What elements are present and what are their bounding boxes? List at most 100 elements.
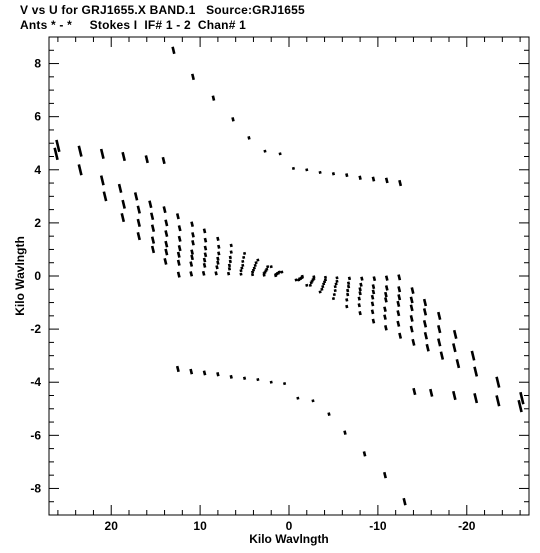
data-point bbox=[190, 249, 194, 255]
data-point bbox=[227, 267, 232, 271]
y-tick-label: -4 bbox=[30, 375, 41, 389]
data-point bbox=[202, 262, 207, 268]
data-point-conjugate bbox=[398, 332, 403, 339]
data-point-conjugate bbox=[517, 399, 523, 413]
data-point-conjugate bbox=[175, 365, 180, 373]
data-point bbox=[189, 261, 194, 267]
data-point bbox=[162, 206, 167, 214]
data-point bbox=[136, 218, 141, 228]
data-point bbox=[150, 224, 156, 232]
data-point bbox=[202, 228, 207, 234]
data-point-conjugate bbox=[229, 374, 233, 379]
data-point-conjugate bbox=[332, 293, 336, 297]
data-point-conjugate bbox=[333, 289, 337, 293]
data-point-conjugate bbox=[423, 331, 428, 340]
data-point bbox=[228, 259, 232, 264]
plot-header-line-1: V vs U for GRJ1655.X BAND.1 Source:GRJ16… bbox=[20, 3, 305, 17]
data-point-conjugate bbox=[473, 393, 479, 404]
data-point-conjugate bbox=[312, 275, 316, 279]
data-point bbox=[121, 199, 126, 209]
data-point-conjugate bbox=[305, 283, 309, 287]
data-point bbox=[177, 245, 182, 252]
data-point-conjugate bbox=[409, 325, 414, 333]
data-point bbox=[189, 271, 194, 277]
data-point-conjugate bbox=[347, 276, 352, 281]
data-point-conjugate bbox=[372, 276, 377, 282]
data-point-conjugate bbox=[294, 278, 298, 282]
data-point bbox=[190, 221, 194, 228]
data-point bbox=[241, 263, 245, 267]
data-point-conjugate bbox=[346, 288, 350, 293]
data-point bbox=[216, 236, 220, 241]
data-point-conjugate bbox=[216, 371, 220, 377]
data-point-conjugate bbox=[300, 274, 304, 278]
data-point-conjugate bbox=[495, 376, 501, 388]
data-point bbox=[231, 117, 235, 122]
data-point-conjugate bbox=[437, 324, 442, 334]
x-tick-label: 20 bbox=[105, 519, 119, 533]
data-point bbox=[136, 232, 141, 241]
data-point-conjugate bbox=[242, 376, 247, 380]
data-point-conjugate bbox=[296, 396, 300, 400]
data-point bbox=[148, 200, 153, 209]
y-tick-label: 4 bbox=[34, 163, 41, 177]
data-point-conjugate bbox=[429, 388, 434, 397]
data-point-conjugate bbox=[345, 304, 349, 309]
y-axis-title: Kilo Wavlngth bbox=[13, 236, 27, 316]
data-point bbox=[239, 269, 243, 273]
plot-frame bbox=[48, 36, 530, 516]
data-point-conjugate bbox=[202, 370, 207, 376]
data-point bbox=[161, 156, 166, 165]
data-point bbox=[291, 166, 296, 171]
data-point-conjugate bbox=[470, 350, 476, 361]
data-point bbox=[136, 205, 141, 214]
data-point-conjugate bbox=[422, 320, 428, 328]
data-point-conjugate bbox=[335, 279, 339, 283]
x-axis-title: Kilo Wavlngth bbox=[249, 532, 329, 546]
data-point bbox=[164, 248, 169, 256]
data-point-conjugate bbox=[189, 368, 194, 375]
data-point-conjugate bbox=[346, 281, 351, 285]
axis-ticks bbox=[49, 36, 529, 516]
y-tick-label: 8 bbox=[34, 57, 41, 71]
data-point bbox=[263, 149, 267, 153]
data-point-conjugate bbox=[409, 315, 414, 322]
data-point bbox=[120, 213, 126, 223]
data-point-conjugate bbox=[396, 300, 401, 307]
data-point-conjugate bbox=[346, 292, 350, 297]
data-point-conjugate bbox=[384, 285, 389, 291]
data-point bbox=[117, 183, 123, 194]
data-point bbox=[217, 251, 221, 256]
data-point bbox=[345, 173, 349, 178]
data-point bbox=[203, 237, 208, 243]
data-point-conjugate bbox=[384, 275, 389, 281]
data-point-conjugate bbox=[397, 274, 402, 281]
data-point bbox=[202, 257, 207, 263]
data-point-conjugate bbox=[439, 351, 445, 360]
data-point-conjugate bbox=[357, 296, 361, 301]
data-point-conjugate bbox=[410, 287, 415, 295]
data-point bbox=[280, 270, 284, 274]
data-point bbox=[252, 266, 256, 270]
data-point-conjugate bbox=[360, 276, 364, 281]
y-tick-label: 6 bbox=[34, 110, 41, 124]
data-point-conjugate bbox=[370, 294, 375, 300]
data-point-conjugate bbox=[384, 297, 388, 303]
data-point-conjugate bbox=[269, 380, 273, 384]
data-point bbox=[247, 136, 251, 140]
data-point bbox=[176, 259, 181, 266]
data-point-conjugate bbox=[396, 320, 401, 327]
data-point bbox=[150, 236, 156, 244]
data-point bbox=[305, 168, 309, 172]
y-tick-label: 0 bbox=[34, 269, 41, 283]
data-point bbox=[177, 235, 182, 242]
data-point bbox=[239, 272, 243, 276]
data-point-conjugate bbox=[409, 296, 414, 304]
data-point bbox=[121, 151, 126, 162]
data-point bbox=[133, 192, 139, 201]
data-point-conjugate bbox=[370, 309, 375, 315]
data-point-conjugate bbox=[396, 310, 401, 317]
data-point bbox=[226, 271, 231, 276]
data-point bbox=[190, 254, 194, 261]
